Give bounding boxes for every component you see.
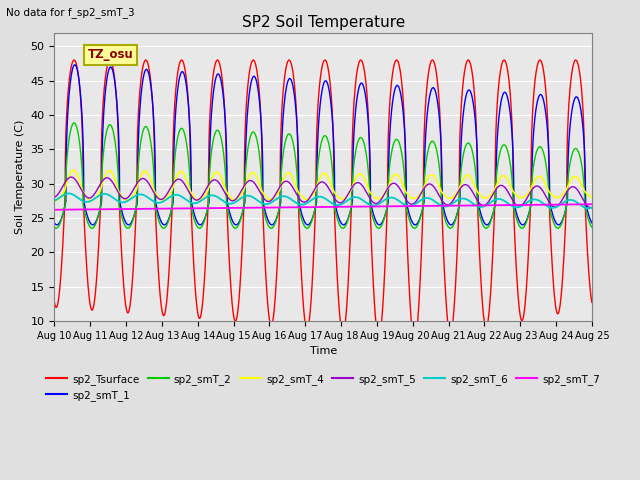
sp2_Tsurface bbox=[410, 338, 418, 344]
sp2_smT_6 bbox=[51, 198, 58, 204]
sp2_smT_4 bbox=[556, 194, 564, 200]
Line: sp2_smT_4: sp2_smT_4 bbox=[54, 170, 592, 201]
sp2_smT_2 bbox=[588, 224, 596, 230]
sp2_smT_6 bbox=[556, 202, 563, 208]
sp2_smT_2 bbox=[160, 226, 168, 231]
sp2_smT_7 bbox=[541, 202, 548, 208]
sp2_smT_6 bbox=[339, 201, 346, 206]
sp2_smT_4 bbox=[51, 198, 58, 204]
sp2_Tsurface bbox=[339, 331, 346, 336]
Line: sp2_smT_5: sp2_smT_5 bbox=[54, 177, 592, 208]
sp2_smT_7 bbox=[556, 202, 563, 207]
sp2_smT_6 bbox=[351, 194, 358, 200]
Line: sp2_smT_6: sp2_smT_6 bbox=[54, 193, 592, 208]
sp2_smT_2 bbox=[70, 120, 78, 126]
sp2_smT_6 bbox=[201, 195, 209, 201]
sp2_smT_6 bbox=[584, 205, 592, 211]
sp2_smT_1 bbox=[201, 216, 209, 221]
sp2_smT_5 bbox=[587, 205, 595, 211]
sp2_smT_4 bbox=[201, 192, 209, 198]
sp2_smT_2 bbox=[480, 223, 488, 229]
X-axis label: Time: Time bbox=[310, 346, 337, 356]
sp2_smT_1 bbox=[351, 119, 358, 125]
sp2_smT_2 bbox=[51, 224, 58, 230]
sp2_smT_5 bbox=[201, 189, 209, 195]
sp2_smT_5 bbox=[351, 181, 358, 187]
sp2_Tsurface bbox=[351, 94, 358, 100]
sp2_smT_1 bbox=[480, 218, 488, 224]
sp2_smT_7 bbox=[588, 202, 596, 207]
sp2_smT_4 bbox=[52, 198, 60, 204]
sp2_smT_7 bbox=[479, 203, 487, 208]
sp2_Tsurface bbox=[556, 305, 564, 311]
sp2_smT_4 bbox=[588, 194, 596, 200]
sp2_smT_2 bbox=[339, 226, 347, 231]
sp2_smT_6 bbox=[588, 204, 596, 210]
sp2_smT_4 bbox=[351, 178, 358, 184]
sp2_smT_4 bbox=[339, 196, 347, 202]
sp2_smT_1 bbox=[51, 220, 58, 226]
Line: sp2_smT_2: sp2_smT_2 bbox=[54, 123, 592, 228]
sp2_smT_1 bbox=[339, 222, 347, 228]
Text: No data for f_sp2_smT_3: No data for f_sp2_smT_3 bbox=[6, 7, 135, 18]
sp2_smT_5 bbox=[556, 201, 563, 207]
sp2_smT_5 bbox=[479, 203, 487, 208]
Legend: sp2_Tsurface, sp2_smT_1, sp2_smT_2, sp2_smT_4, sp2_smT_5, sp2_smT_6, sp2_smT_7: sp2_Tsurface, sp2_smT_1, sp2_smT_2, sp2_… bbox=[42, 370, 604, 405]
sp2_smT_5 bbox=[588, 204, 596, 210]
sp2_smT_2 bbox=[541, 155, 548, 161]
sp2_smT_1 bbox=[89, 222, 97, 228]
Title: SP2 Soil Temperature: SP2 Soil Temperature bbox=[241, 15, 404, 30]
sp2_smT_5 bbox=[67, 174, 75, 180]
Line: sp2_smT_7: sp2_smT_7 bbox=[54, 204, 592, 210]
sp2_smT_7 bbox=[339, 204, 346, 210]
sp2_smT_4 bbox=[480, 195, 488, 201]
sp2_Tsurface bbox=[541, 78, 548, 84]
sp2_Tsurface bbox=[588, 300, 596, 305]
sp2_smT_6 bbox=[65, 191, 72, 196]
sp2_smT_5 bbox=[51, 194, 58, 200]
sp2_smT_6 bbox=[479, 204, 487, 209]
sp2_Tsurface bbox=[142, 57, 150, 63]
sp2_smT_7 bbox=[200, 205, 208, 211]
sp2_smT_2 bbox=[351, 155, 358, 161]
sp2_smT_1 bbox=[556, 221, 564, 227]
sp2_Tsurface bbox=[480, 313, 488, 319]
sp2_smT_1 bbox=[588, 220, 596, 226]
sp2_smT_4 bbox=[70, 167, 77, 173]
sp2_smT_7 bbox=[350, 204, 358, 210]
sp2_smT_2 bbox=[556, 224, 564, 230]
Text: TZ_osu: TZ_osu bbox=[88, 48, 134, 61]
sp2_smT_1 bbox=[71, 62, 79, 68]
sp2_Tsurface bbox=[51, 300, 58, 305]
sp2_smT_5 bbox=[339, 199, 346, 204]
Y-axis label: Soil Temperature (C): Soil Temperature (C) bbox=[15, 120, 25, 234]
Line: sp2_smT_1: sp2_smT_1 bbox=[54, 65, 592, 225]
sp2_smT_4 bbox=[541, 180, 548, 185]
sp2_smT_7 bbox=[51, 207, 58, 213]
Line: sp2_Tsurface: sp2_Tsurface bbox=[54, 60, 592, 341]
sp2_Tsurface bbox=[201, 276, 209, 281]
sp2_smT_5 bbox=[541, 191, 548, 197]
sp2_smT_1 bbox=[541, 104, 548, 109]
sp2_smT_2 bbox=[201, 216, 209, 222]
sp2_smT_6 bbox=[541, 202, 548, 207]
